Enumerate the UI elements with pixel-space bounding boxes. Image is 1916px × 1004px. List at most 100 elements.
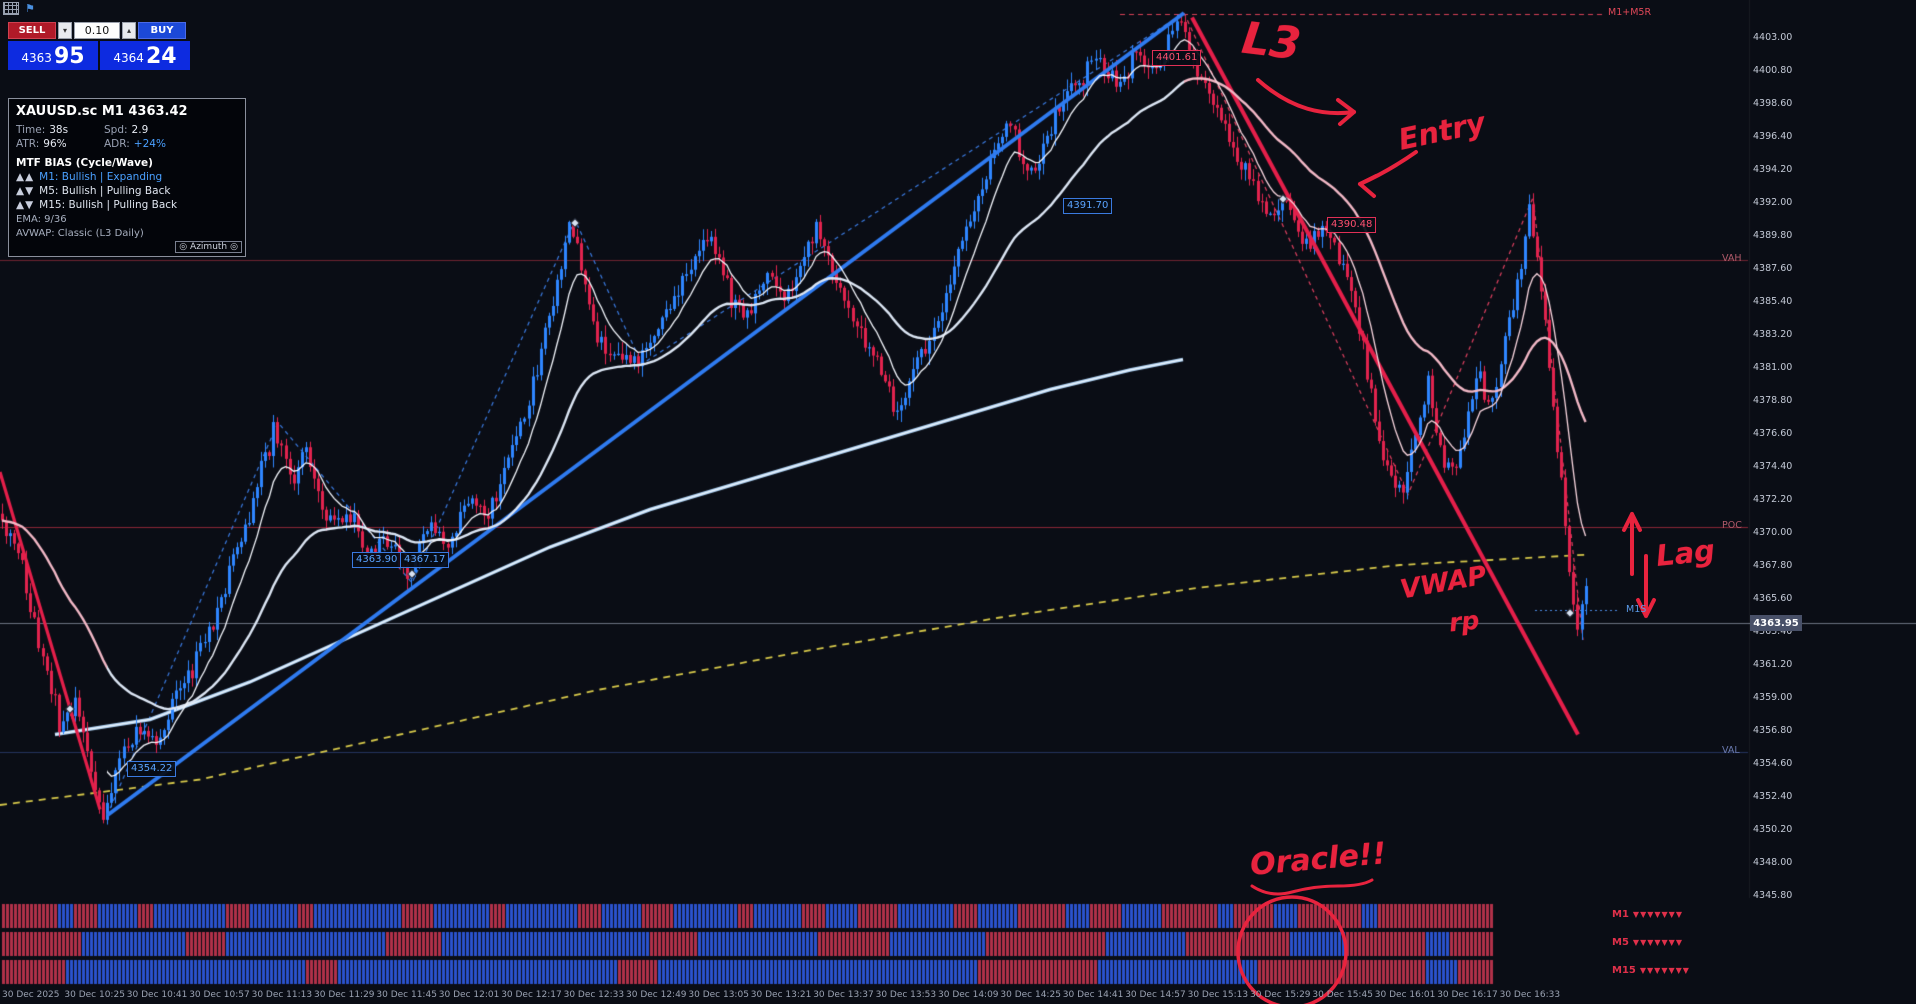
- current-price-badge: 4363.95: [1750, 615, 1802, 631]
- time-axis-label: 30 Dec 11:29: [314, 990, 375, 1000]
- time-axis-label: 30 Dec 12:17: [501, 990, 562, 1000]
- grid-icon[interactable]: [3, 2, 19, 15]
- sell-price-main: 4363: [21, 51, 52, 65]
- buy-price-box[interactable]: 4364 24: [100, 41, 190, 70]
- price-axis-label: 4403.00: [1753, 32, 1793, 43]
- time-axis-label: 30 Dec 11:13: [251, 990, 313, 1000]
- price-tag: 4401.61: [1152, 50, 1202, 66]
- price-tag: 4363.90: [352, 552, 402, 568]
- sell-price-box[interactable]: 4363 95: [8, 41, 98, 70]
- m1s-level-label: M1S: [1626, 604, 1647, 615]
- azimuth-badge[interactable]: Azimuth: [175, 241, 242, 253]
- annotation-lag[interactable]: Lag: [1654, 533, 1717, 573]
- ema-setting: EMA: 9/36: [16, 214, 67, 225]
- spd-label: Spd:: [104, 124, 128, 136]
- strip-label-m15: M15 ▼▼▼▼▼▼▼: [1612, 965, 1690, 976]
- price-axis-label: 4365.60: [1753, 593, 1793, 604]
- time-axis-label: 30 Dec 15:45: [1312, 990, 1373, 1000]
- time-axis-label: 30 Dec 10:41: [126, 990, 188, 1000]
- time-axis-label: 30 Dec 2025: [2, 990, 60, 1000]
- time-axis-label: 30 Dec 15:13: [1187, 990, 1249, 1000]
- volume-increase-button[interactable]: ▴: [122, 22, 136, 39]
- strip-timeframe-label: M1: [1612, 909, 1629, 920]
- one-click-trading-panel: SELL ▾ 0.10 ▴ BUY 4363 95 4364 24: [8, 22, 190, 70]
- price-axis-label: 4345.80: [1753, 890, 1793, 901]
- strip-timeframe-label: M15: [1612, 965, 1636, 976]
- time-axis-label: 30 Dec 12:33: [563, 990, 625, 1000]
- price-axis-label: 4356.80: [1753, 725, 1793, 736]
- price-axis-label: 4383.20: [1753, 329, 1793, 340]
- volume-input[interactable]: 0.10: [74, 22, 120, 39]
- flag-icon[interactable]: ⚑: [25, 2, 35, 15]
- poc-level-label: POC: [1722, 520, 1742, 531]
- price-axis-label: 4398.60: [1753, 98, 1793, 109]
- strip-timeframe-label: M5: [1612, 937, 1629, 948]
- price-tag: 4354.22: [127, 761, 177, 777]
- time-value: 38s: [49, 124, 69, 136]
- time-axis-label: 30 Dec 16:33: [1499, 990, 1561, 1000]
- bearish-triangles-icon: ▼▼▼▼▼▼▼: [1639, 966, 1690, 975]
- bearish-triangles-icon: ▼▼▼▼▼▼▼: [1632, 938, 1683, 947]
- time-axis-label: 30 Dec 14:41: [1062, 990, 1124, 1000]
- symbol-title: XAUUSD.sc M1 4363.42: [16, 104, 188, 119]
- avwap-setting: AVWAP: Classic (L3 Daily): [16, 228, 144, 239]
- time-axis-label: 30 Dec 16:17: [1437, 990, 1498, 1000]
- price-axis-label: 4374.40: [1753, 461, 1793, 472]
- price-axis-label: 4381.00: [1753, 362, 1793, 373]
- strip-label-m1: M1 ▼▼▼▼▼▼▼: [1612, 909, 1683, 920]
- adr-label: ADR:: [104, 138, 130, 150]
- sell-button[interactable]: SELL: [8, 22, 56, 39]
- price-axis-label: 4367.80: [1753, 560, 1793, 571]
- price-axis-label: 4385.40: [1753, 296, 1793, 307]
- price-axis-label: 4361.20: [1753, 659, 1793, 670]
- time-axis-label: 30 Dec 13:21: [750, 990, 812, 1000]
- time-axis-label: 30 Dec 14:57: [1125, 990, 1186, 1000]
- price-tag: 4367.17: [400, 552, 450, 568]
- val-level-label: VAL: [1722, 745, 1740, 756]
- sell-price-pips: 95: [53, 44, 85, 69]
- mtf-row-m5: ▲▼ M5: Bullish | Pulling Back: [16, 185, 238, 197]
- price-axis-label: 4387.60: [1753, 263, 1793, 274]
- m15-bias-arrows-icon: ▲▼: [16, 199, 35, 211]
- time-axis-label: 30 Dec 11:45: [376, 990, 437, 1000]
- symbol-info-panel: XAUUSD.sc M1 4363.42 Time: 38s Spd: 2.9 AT…: [8, 98, 246, 257]
- price-axis-label: 4394.20: [1753, 164, 1793, 175]
- m5-bias-text: M5: Bullish | Pulling Back: [39, 185, 171, 197]
- m1-bias-text: M1: Bullish | Expanding: [39, 171, 163, 183]
- azimuth-label: Azimuth: [190, 242, 228, 252]
- time-axis-label: 30 Dec 13:37: [813, 990, 874, 1000]
- time-axis-label: 30 Dec 10:25: [64, 990, 125, 1000]
- price-axis-label: 4400.80: [1753, 65, 1793, 76]
- atr-value: 96%: [43, 138, 67, 150]
- price-axis-label: 4354.60: [1753, 758, 1793, 769]
- annotation-rp[interactable]: rp: [1447, 605, 1481, 638]
- time-axis-label: 30 Dec 13:05: [688, 990, 749, 1000]
- time-axis-label: 30 Dec 14:25: [1000, 990, 1061, 1000]
- price-axis-label: 4359.00: [1753, 692, 1793, 703]
- price-tag: 4390.48: [1327, 217, 1377, 233]
- azimuth-right-icon: [230, 242, 238, 252]
- mtf-row-m1: ▲▲ M1: Bullish | Expanding: [16, 171, 238, 183]
- annotation-l3[interactable]: L3: [1239, 12, 1304, 71]
- price-tag: 4391.70: [1063, 198, 1113, 214]
- mtf-row-m15: ▲▼ M15: Bullish | Pulling Back: [16, 199, 238, 211]
- price-axis-label: 4348.00: [1753, 857, 1793, 868]
- time-axis-label: 30 Dec 13:53: [875, 990, 937, 1000]
- m15-bias-text: M15: Bullish | Pulling Back: [39, 199, 178, 211]
- time-axis-label: 30 Dec 10:57: [189, 990, 250, 1000]
- window-icons: ⚑: [3, 2, 35, 15]
- time-axis-label: 30 Dec 15:29: [1250, 990, 1311, 1000]
- time-axis-label: 30 Dec 14:09: [938, 990, 999, 1000]
- price-axis-label: 4363.40: [1753, 626, 1793, 637]
- m1-bias-arrows-icon: ▲▲: [16, 171, 35, 183]
- buy-button[interactable]: BUY: [138, 22, 186, 39]
- time-label: Time:: [16, 124, 46, 136]
- mtf-bias-title: MTF BIAS (Cycle/Wave): [16, 157, 153, 169]
- price-axis-label: 4389.80: [1753, 230, 1793, 241]
- m1m5r-level-label: M1+M5R: [1608, 7, 1652, 18]
- price-axis-label: 4392.00: [1753, 197, 1793, 208]
- time-axis-label: 30 Dec 12:01: [438, 990, 500, 1000]
- volume-decrease-button[interactable]: ▾: [58, 22, 72, 39]
